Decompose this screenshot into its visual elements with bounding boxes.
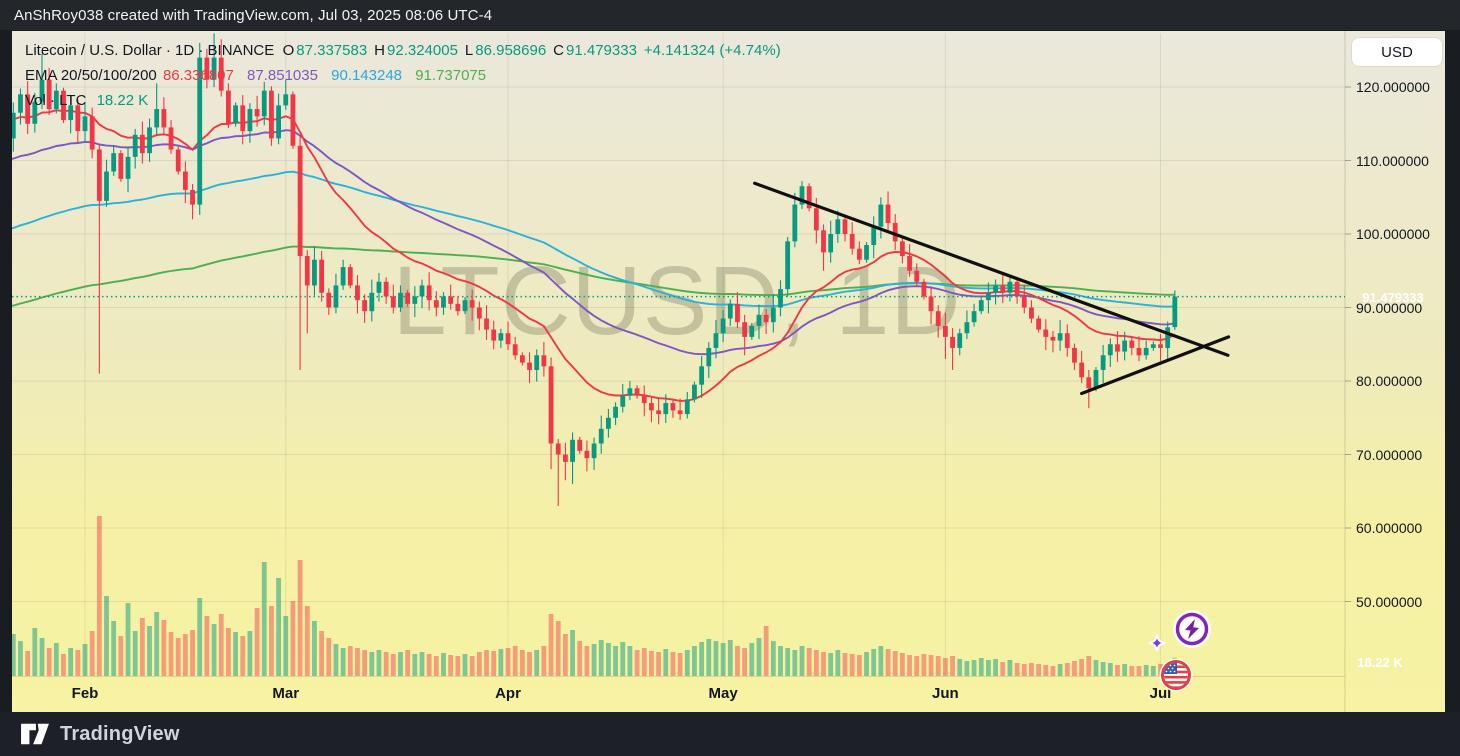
- lightning-sticker[interactable]: [1140, 609, 1216, 653]
- open-label: O: [282, 42, 295, 59]
- change-value: +4.141324 (+4.74%): [643, 42, 781, 59]
- volume-label: Vol · LTC: [25, 92, 87, 109]
- ema20-value: 86.336807: [162, 67, 234, 84]
- close-value: 91.479333: [566, 42, 637, 59]
- price-tick-label: 120.000000: [1356, 79, 1430, 95]
- chart-area[interactable]: LTCUSD, 1D Litecoin / U.S. Dollar · 1D ·…: [12, 31, 1445, 712]
- us-flag-sticker[interactable]: [1145, 644, 1207, 706]
- high-value: 92.324005: [387, 42, 458, 59]
- ema50-value: 87.851035: [247, 67, 318, 84]
- brand-name[interactable]: TradingView: [60, 722, 180, 745]
- price-tick-label: 90.000000: [1356, 299, 1423, 316]
- time-tick-label: May: [708, 685, 738, 702]
- last-volume-badge: 18.22 K: [1357, 654, 1403, 670]
- price-tick-label: 110.000000: [1356, 152, 1429, 169]
- attribution-bar: AnShRoy038 created with TradingView.com,…: [0, 0, 1460, 30]
- candlestick-plot[interactable]: [12, 31, 1445, 712]
- footer: TradingView: [0, 712, 1460, 756]
- low-label: L: [464, 42, 474, 59]
- price-tick-label: 80.000000: [1356, 373, 1423, 389]
- ema20-line: [12, 109, 1176, 402]
- trendline: [753, 181, 1230, 357]
- ema50-line: [12, 129, 1175, 356]
- us-flag-icon: [1164, 663, 1188, 687]
- attribution-text: AnShRoy038 created with TradingView.com,…: [14, 6, 493, 24]
- last-price-badge: 91.479333: [1362, 289, 1424, 305]
- symbol-title: Litecoin / U.S. Dollar · 1D · BINANCE: [25, 42, 275, 59]
- trendline: [1080, 335, 1231, 396]
- open-value: 87.337583: [296, 42, 368, 59]
- ema200-line: [12, 245, 1175, 307]
- price-tick-label: 100.000000: [1356, 226, 1430, 242]
- volume-value: 18.22 K: [96, 92, 149, 109]
- ema100-value: 90.143248: [331, 67, 403, 84]
- time-tick-label: Feb: [71, 685, 99, 702]
- time-tick-label: Jun: [932, 685, 959, 702]
- tradingview-logo-icon[interactable]: [20, 721, 50, 747]
- price-tick-label: 60.000000: [1356, 520, 1423, 536]
- currency-toggle-button[interactable]: USD: [1352, 38, 1442, 66]
- ema-label: EMA 20/50/100/200: [25, 67, 157, 84]
- ema200-value: 91.737075: [415, 67, 487, 84]
- high-label: H: [374, 42, 386, 59]
- price-tick-label: 50.000000: [1356, 593, 1423, 610]
- legend-volume-row[interactable]: Vol · LTC 18.22 K: [25, 88, 781, 113]
- time-tick-label: Jul: [1149, 685, 1172, 702]
- time-tick-label: Apr: [495, 685, 521, 702]
- price-tick-label: 70.000000: [1356, 446, 1423, 463]
- close-label: C: [553, 42, 565, 59]
- legend-ema-row[interactable]: EMA 20/50/100/200 86.336807 87.851035 90…: [25, 63, 781, 88]
- low-value: 86.958696: [475, 42, 547, 59]
- time-tick-label: Mar: [272, 685, 300, 702]
